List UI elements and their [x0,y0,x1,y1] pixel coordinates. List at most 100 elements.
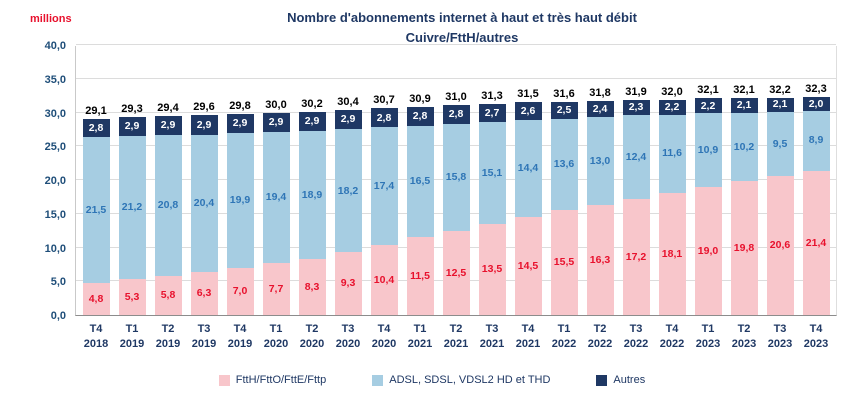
bar-segment: 2,3 [622,99,650,116]
bar-segment: 6,3 [190,272,218,315]
bar-value-label: 7,7 [268,282,284,295]
bar-segment: 2,4 [586,101,614,118]
x-label-quarter: T2 [449,323,463,335]
x-axis-label: T2 2021 [438,322,474,352]
bar-segment: 8,9 [802,110,830,171]
bar-segment: 12,4 [622,115,650,199]
bar-total-label: 29,1 [85,104,107,117]
x-label-year: 2023 [803,338,829,350]
bar-total-label: 29,8 [229,99,251,112]
bar-segment: 21,2 [118,136,146,280]
bar-value-label: 2,8 [448,108,464,121]
bar-segment: 20,8 [154,135,182,276]
bar-value-label: 2,9 [124,120,140,133]
bar-segment: 2,1 [730,98,758,113]
bar-total-label: 30,9 [409,93,431,106]
bar-value-label: 7,0 [232,285,248,298]
bar-segment: 17,2 [622,198,650,315]
x-axis-label: T2 2020 [294,322,330,352]
x-label-quarter: T2 [593,323,607,335]
bar-value-label: 2,9 [268,116,284,129]
bar-value-label: 17,2 [625,250,647,263]
bar-segment: 21,4 [802,170,830,315]
bar-value-label: 2,2 [700,99,716,112]
x-label-quarter: T3 [341,323,355,335]
y-axis: 0,0 5,0 10,0 15,0 20,0 25,0 30,0 35,0 40,0 [16,40,66,322]
bar-value-label: 14,4 [517,162,539,175]
chart-title-line2: Cuivre/FttH/autres [405,29,519,45]
x-label-quarter: T3 [629,323,643,335]
bar-value-label: 16,5 [409,175,431,188]
x-label-year: 2021 [515,338,541,350]
y-tick-label: 25,0 [44,141,66,154]
bar-total-label: 30,7 [373,94,395,107]
bar-value-label: 12,4 [625,150,647,163]
bar-segment: 19,0 [694,186,722,315]
bar-segment: 2,9 [190,115,218,135]
y-tick-label: 20,0 [44,175,66,187]
bar-segment: 16,3 [586,204,614,315]
bar-value-label: 15,5 [553,256,575,269]
bar-column: 32,2 2,1 9,5 20,6 [762,46,798,315]
bar-segment: 2,9 [298,111,326,132]
bar-value-label: 9,5 [772,137,788,150]
y-tick-label: 40,0 [44,40,66,52]
bar-value-label: 19,0 [697,244,719,257]
bar-segment: 4,8 [82,282,110,315]
x-axis-label: T4 2021 [510,322,546,352]
bar-segment: 2,2 [694,98,722,114]
x-label-quarter: T3 [773,323,787,335]
bar-column: 30,4 2,9 18,2 9,3 [330,46,366,315]
x-label-year: 2021 [407,338,433,350]
bar-segment: 2,0 [802,97,830,111]
bar-column: 30,0 2,9 19,4 7,7 [258,46,294,315]
bar-column: 32,1 2,1 10,2 19,8 [726,46,762,315]
legend-swatch [372,374,384,386]
legend-swatch [218,374,230,386]
bar-total-label: 32,2 [769,83,791,96]
bar-value-label: 20,4 [193,197,215,210]
bar-segment: 5,8 [154,275,182,315]
bar-column: 29,8 2,9 19,9 7,0 [222,46,258,315]
bar-total-label: 29,4 [157,101,179,114]
x-label-year: 2018 [83,338,109,350]
bar-value-label: 2,9 [160,119,176,132]
bar-segment: 21,5 [82,137,110,283]
bar-value-label: 10,9 [697,143,719,156]
bar-column: 32,3 2,0 8,9 21,4 [798,46,834,315]
gridline [76,77,836,79]
bar-value-label: 2,1 [736,99,752,112]
bar-segment: 13,5 [478,223,506,315]
y-axis-unit-label: millions [30,13,72,25]
y-tick-label: 35,0 [44,73,66,86]
x-label-quarter: T2 [161,323,175,335]
bar-column: 32,1 2,2 10,9 19,0 [690,46,726,315]
bar-value-label: 19,9 [229,194,251,207]
bar-value-label: 13,0 [589,154,611,167]
bar-segment: 19,8 [730,181,758,315]
x-axis-label: T4 2020 [366,322,402,352]
bar-value-label: 15,1 [481,166,503,179]
bar-value-label: 2,0 [808,97,824,110]
bar-segment: 11,5 [406,237,434,315]
bar-column: 30,2 2,9 18,9 8,3 [294,46,330,315]
bar-segment: 2,9 [118,116,146,137]
x-label-year: 2022 [551,338,577,350]
bar-column: 31,8 2,4 13,0 16,3 [582,46,618,315]
bar-segment: 2,8 [406,107,434,126]
x-axis-label: T3 2019 [186,322,222,352]
bar-segment: 13,0 [586,117,614,205]
bar-total-label: 32,3 [805,83,827,95]
x-axis-label: T1 2023 [690,322,726,352]
legend: FttH/FttO/FttE/Fttp ADSL, SDSL, VDSL2 HD … [0,374,864,386]
bar-value-label: 5,3 [124,290,140,303]
x-label-year: 2019 [155,338,181,350]
bar-total-label: 29,3 [121,102,143,115]
bar-value-label: 2,2 [664,100,680,113]
bar-segment: 9,3 [334,252,362,315]
bar-segment: 2,9 [154,115,182,136]
x-label-year: 2019 [119,338,145,350]
bar-value-label: 2,9 [196,118,212,131]
chart-title-line1: Nombre d'abonnements internet à haut et … [287,10,637,25]
bar-value-label: 12,5 [445,266,467,279]
